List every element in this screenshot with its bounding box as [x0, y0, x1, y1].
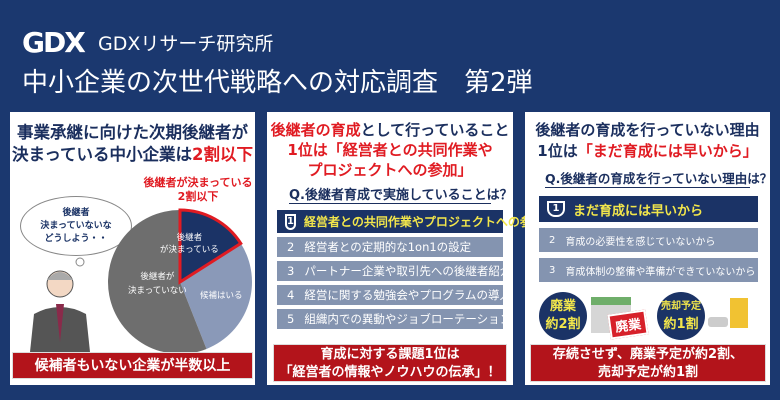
crown-rank-icon: 1 — [547, 201, 565, 217]
building-icon — [730, 298, 748, 328]
rank-number: 2 — [287, 240, 295, 254]
ranking-label: 組織内での異動やジョブローテーション — [304, 312, 512, 326]
panel2-title-highlight: 後継者の育成 — [270, 121, 361, 139]
ranking-label: 育成体制の整備や準備ができていないから — [565, 266, 756, 278]
closure-badge-line2: 約2割 — [545, 317, 581, 332]
ranking-item: 5 組織内での異動やジョブローテーション — [277, 309, 511, 329]
ranking-label: 経営に関する勉強会やプログラムの導入 — [304, 288, 511, 302]
handshake-icon — [708, 317, 728, 327]
panel3-question: Q.後継者の育成を行っていない理由は？ — [545, 168, 772, 188]
pie-slice — [108, 210, 207, 354]
slice-label-candidate: 候補はいる — [200, 291, 243, 301]
panel-training-methods: 後継者の育成として行っていること 1位は「経営者との共同作業や プロジェクトへの… — [267, 112, 544, 385]
ranking-item: 4 経営に関する勉強会やプログラムの導入 — [277, 285, 511, 305]
rank-number: 5 — [287, 312, 295, 326]
rank-number: 3 — [287, 264, 295, 278]
thought-bubble: 後継者 決まっていないな どうしよう・・ — [20, 196, 132, 256]
ranking-item: 1 経営者との共同作業やプロジェクトへの参加 — [277, 210, 544, 233]
brand-name: GDXリサーチ研究所 — [98, 33, 274, 55]
panel2-footer-line2: 「経営者の情報やノウハウの伝承」！ — [279, 365, 501, 380]
gdx-logo: GDX — [22, 26, 86, 59]
rank-number: 2 — [549, 234, 556, 246]
thought-line2: 決まっていないな — [40, 221, 112, 231]
panel1-footer: 候補者もいない企業が半数以上 — [12, 352, 253, 379]
slice-label-decided-2: が決まっている — [160, 245, 219, 255]
closure-sign: 廃業 — [607, 309, 649, 340]
ranking-label: パートナー企業や取引先への後継者紹介 — [304, 264, 512, 278]
ranking-label: 経営者との共同作業やプロジェクトへの参加 — [303, 215, 544, 229]
ranking-label: 経営者との定期的な1on1の設定 — [304, 240, 472, 254]
panel2-footer-line1: 育成に対する課題1位は — [320, 347, 460, 362]
slice-label-undecided-2: 決まっていない — [128, 286, 187, 296]
callout-line2: 2割以下 — [177, 190, 219, 203]
closure-badge: 廃業 約2割 — [539, 292, 587, 340]
panel3-footer-line1: 存続させず、廃業予定が約2割、 — [552, 347, 744, 362]
callout-line1: 後継者が決まっている — [143, 176, 253, 189]
ranking-label: 育成の必要性を感じていないから — [565, 236, 716, 248]
slice-label-undecided: 後継者が — [140, 272, 175, 282]
panel2-question: Q.後継者育成で実施していることは？ — [289, 184, 513, 204]
worried-businessman-illustration — [30, 257, 90, 352]
ranking-item: 3 パートナー企業や取引先への後継者紹介 — [277, 261, 511, 281]
pie-slice — [180, 243, 253, 349]
panel2-title-line2: 1位は「経営者との共同作業や — [287, 141, 493, 159]
ranking-item: 1 まだ育成には早いから — [539, 196, 758, 222]
ranking-item: 2 育成の必要性を感じていないから — [539, 228, 758, 252]
panel1-title-highlight: 2割以下 — [192, 145, 253, 164]
rank-number: 4 — [287, 288, 295, 302]
reason-ranking-list: 1 まだ育成には早いから 2 育成の必要性を感じていないから 3 育成体制の整備や準備がで… — [539, 196, 758, 282]
panel-successor-status: 事業承継に向けた次期後継者が 決まっている中小企業は2割以下 後継者が決まってい… — [10, 112, 255, 385]
closure-badge-line1: 廃業 — [549, 299, 576, 314]
training-ranking-list: 1 経営者との共同作業やプロジェクトへの参加 2 経営者との定期的な1on1の設定 3 パ… — [277, 210, 544, 329]
thought-line1: 後継者 — [62, 208, 90, 218]
pie-slice — [178, 208, 243, 285]
panel-no-training-reasons: 後継者の育成を行っていない理由 1位は「まだ育成には早いから」 Q.後継者の育成… — [525, 112, 772, 385]
panel2-title-line3: プロジェクトへの参加」 — [307, 161, 473, 179]
ranking-item: 2 経営者との定期的な1on1の設定 — [277, 237, 503, 257]
sale-badge-line2: 約1割 — [663, 317, 699, 332]
panel3-title-line1: 後継者の育成を行っていない理由 — [535, 121, 760, 139]
panel3-title-highlight: 「まだ育成には早いから」 — [577, 142, 758, 160]
rank-number: 3 — [549, 264, 556, 276]
panel2-title-line1: として行っていること — [360, 121, 510, 139]
panel3-title-line2: 1位は — [537, 142, 578, 160]
panel1-title-line1: 事業承継に向けた次期後継者が — [17, 123, 248, 142]
thought-line3: どうしよう・・ — [44, 234, 108, 244]
sale-badge: 売却予定 約1割 — [657, 292, 705, 340]
sale-badge-line1: 売却予定 — [661, 301, 701, 312]
ranking-item: 3 育成体制の整備や準備ができていないから — [539, 258, 758, 282]
slice-label-decided: 後継者 — [176, 233, 203, 243]
successor-pie-chart — [108, 208, 253, 354]
panel1-title-line2: 決まっている中小企業は — [12, 145, 193, 164]
ranking-label: まだ育成には早いから — [573, 203, 704, 219]
page-title: 中小企業の次世代戦略への対応調査 第2弾 — [22, 68, 533, 98]
crown-rank-icon: 1 — [285, 213, 296, 230]
panel3-footer-line2: 売却予定が約1割 — [597, 365, 699, 380]
